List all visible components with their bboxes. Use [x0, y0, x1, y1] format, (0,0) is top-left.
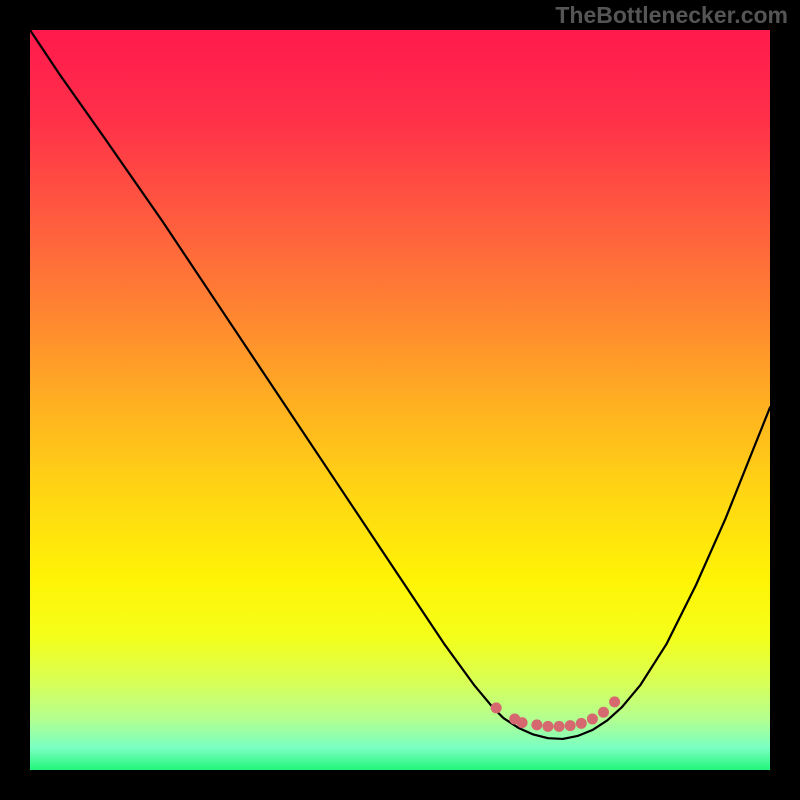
- valley-marker: [517, 717, 528, 728]
- valley-marker: [587, 713, 598, 724]
- heat-gradient-area: [30, 30, 770, 770]
- bottleneck-chart: [0, 0, 800, 800]
- valley-marker: [576, 718, 587, 729]
- valley-marker: [531, 719, 542, 730]
- valley-marker: [609, 696, 620, 707]
- valley-marker: [598, 707, 609, 718]
- valley-marker: [543, 721, 554, 732]
- watermark-text: TheBottlenecker.com: [555, 2, 788, 29]
- valley-marker: [491, 702, 502, 713]
- valley-marker: [565, 720, 576, 731]
- valley-marker: [554, 721, 565, 732]
